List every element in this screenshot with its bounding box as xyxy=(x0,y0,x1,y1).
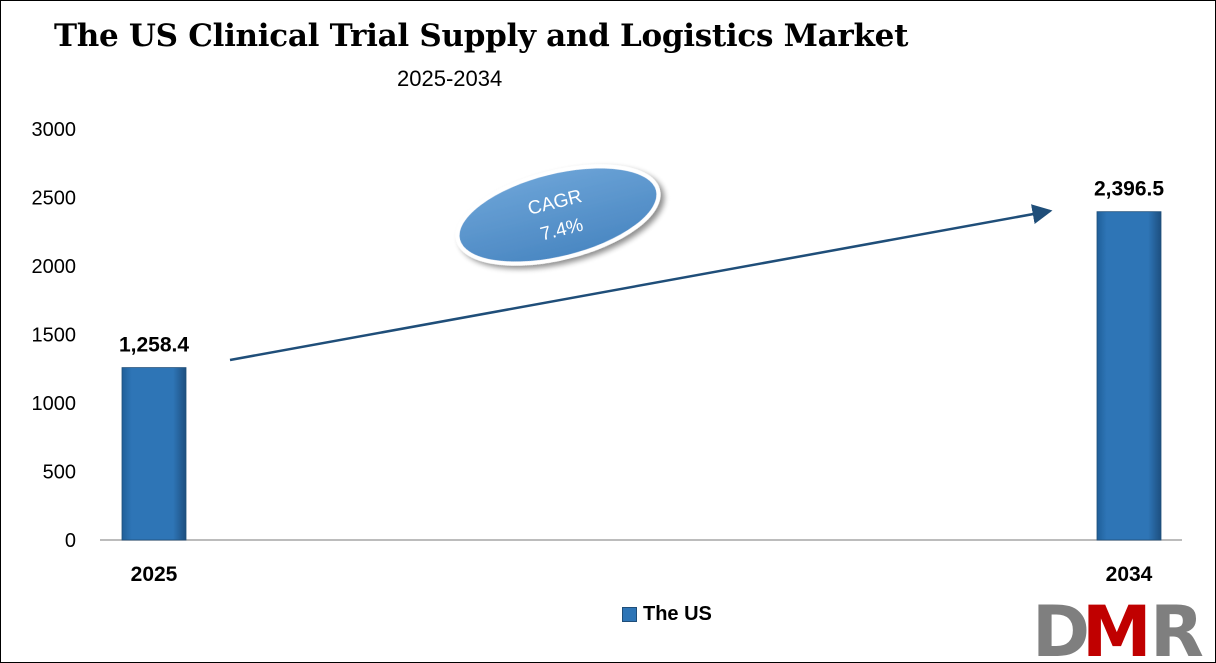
y-tick-label: 500 xyxy=(43,462,76,484)
y-tick-label: 0 xyxy=(65,530,76,552)
legend-swatch xyxy=(622,607,637,622)
y-tick-label: 3000 xyxy=(32,119,77,141)
legend-label: The US xyxy=(643,603,712,625)
bar-2025 xyxy=(121,367,187,541)
dmr-logo-mark: D M R xyxy=(1032,596,1209,662)
bar-2034 xyxy=(1096,211,1162,541)
chart-title: The US Clinical Trial Supply and Logisti… xyxy=(54,18,909,54)
svg-text:D: D xyxy=(1032,596,1087,662)
y-tick-label: 2000 xyxy=(32,256,77,278)
data-label-2025: 1,258.4 xyxy=(119,334,189,357)
legend: The US xyxy=(622,603,712,626)
y-tick-label: 1000 xyxy=(32,393,77,415)
x-tick-label-2034: 2034 xyxy=(1106,563,1153,586)
y-tick-label: 1500 xyxy=(32,325,77,347)
svg-text:M: M xyxy=(1082,596,1146,662)
data-label-2034: 2,396.5 xyxy=(1094,178,1164,201)
x-tick-label-2025: 2025 xyxy=(131,563,178,586)
chart-subtitle: 2025-2034 xyxy=(397,66,503,91)
growth-arrow xyxy=(229,204,1053,362)
svg-text:R: R xyxy=(1150,596,1203,662)
y-tick-label: 2500 xyxy=(32,188,77,210)
cagr-bubble: CAGR 7.4% xyxy=(455,164,661,266)
